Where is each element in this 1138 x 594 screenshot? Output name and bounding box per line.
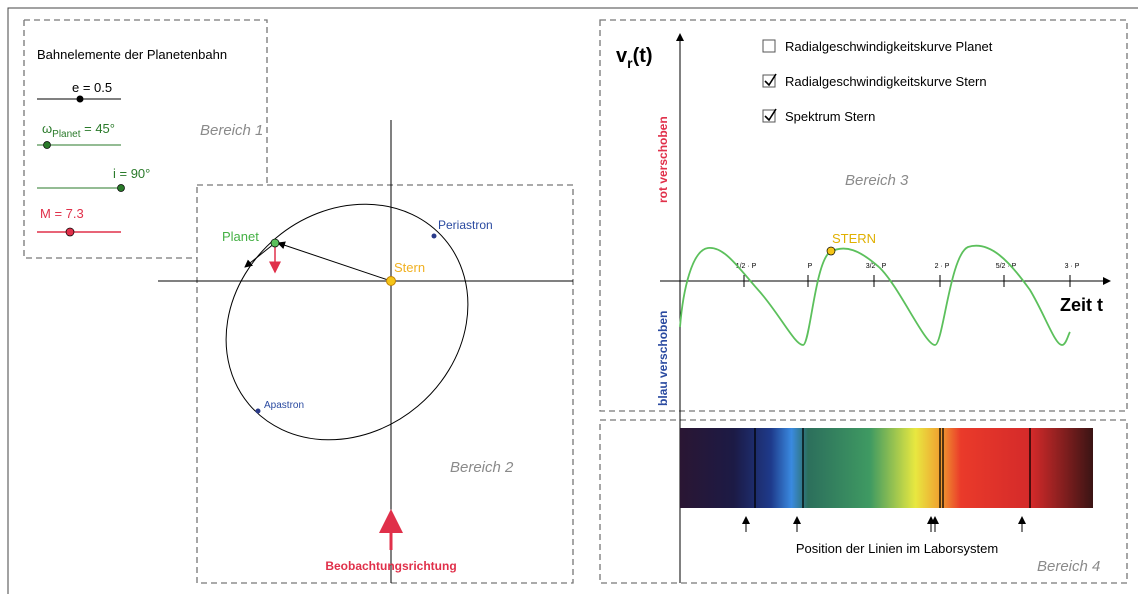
spectrum-caption: Position der Linien im Laborsystem [796, 541, 998, 556]
tick-label: 3 · P [1065, 263, 1080, 270]
slider-label: i = 90° [113, 166, 150, 181]
region-label: Bereich 4 [1037, 558, 1100, 575]
region-label: Bereich 1 [200, 122, 263, 139]
symbol: ω [42, 121, 52, 136]
checkbox[interactable] [763, 40, 775, 52]
periastron [432, 234, 437, 239]
periastron-label: Periastron [438, 218, 493, 232]
checkbox-label[interactable]: Radialgeschwindigkeitskurve Stern [785, 74, 987, 89]
slider-label: e = 0.5 [72, 80, 112, 95]
blue-label: blau verschoben [656, 311, 670, 406]
suffix: (t) [633, 45, 653, 67]
star [387, 277, 396, 286]
region-label: Bereich 3 [845, 172, 909, 189]
tick-label: 2 · P [935, 263, 950, 270]
star-marker [827, 247, 835, 255]
checkbox-label[interactable]: Spektrum Stern [785, 109, 875, 124]
slider-knob[interactable] [77, 96, 84, 103]
planet[interactable] [271, 239, 279, 247]
slider-knob[interactable] [66, 228, 74, 236]
star-label: Stern [394, 260, 425, 275]
direction-label: Beobachtungsrichtung [325, 559, 456, 573]
sliders-title: Bahnelemente der Planetenbahn [37, 47, 227, 62]
tick-label: P [808, 263, 813, 270]
applet: Bereich 1 Bereich 2 Bereich 3 Bereich 4 … [0, 0, 1138, 594]
slider-knob[interactable] [44, 142, 51, 149]
spectrum [680, 428, 1093, 508]
checkbox-label[interactable]: Radialgeschwindigkeitskurve Planet [785, 39, 993, 54]
x-axis-label: Zeit t [1060, 295, 1103, 315]
apastron-label: Apastron [264, 400, 304, 411]
apastron [256, 409, 261, 414]
slider-knob[interactable] [118, 185, 125, 192]
subscript: Planet [52, 129, 81, 140]
star-marker-label: STERN [832, 231, 876, 246]
red-label: rot verschoben [656, 116, 670, 203]
slider-label: M = 7.3 [40, 206, 84, 221]
region-label: Bereich 2 [450, 459, 514, 476]
text: = 45° [81, 121, 115, 136]
planet-label: Planet [222, 229, 259, 244]
